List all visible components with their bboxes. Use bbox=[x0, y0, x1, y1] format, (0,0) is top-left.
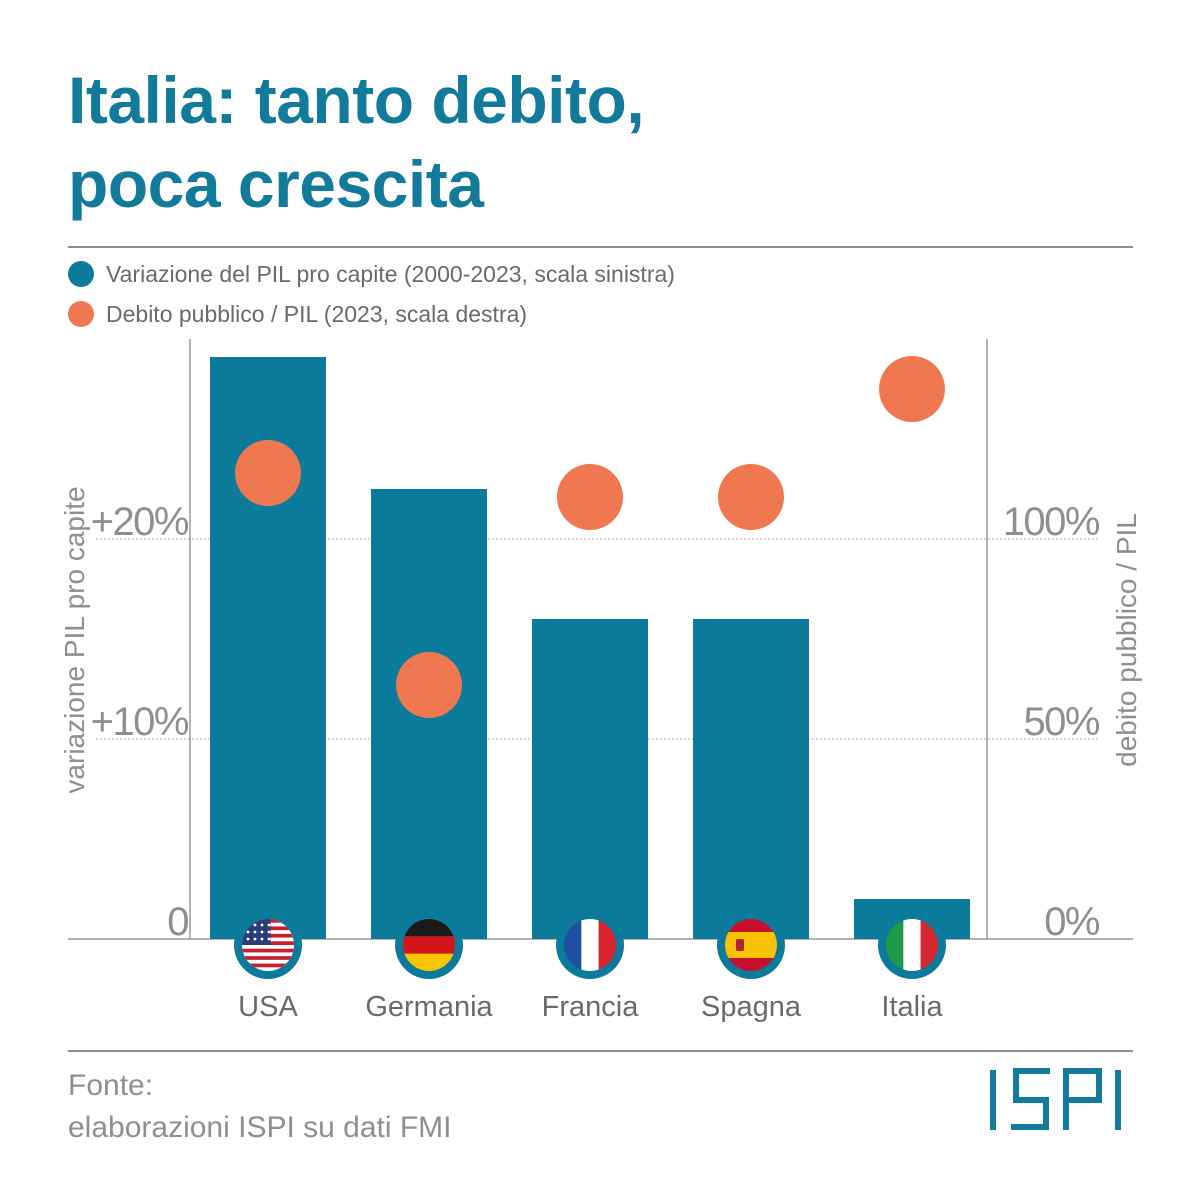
legend-label-debito: Debito pubblico / PIL (2023, scala destr… bbox=[106, 300, 528, 327]
category-label-usa: USA bbox=[238, 991, 298, 1023]
ispi-logo bbox=[990, 1068, 1121, 1130]
y-right-tick-label: 50% bbox=[1023, 700, 1099, 744]
legend-swatch-debito bbox=[68, 301, 94, 327]
chart-title: Italia: tanto debito, poca crescita bbox=[68, 58, 1148, 226]
france-flag-icon bbox=[556, 911, 624, 979]
spain-flag-icon bbox=[717, 911, 785, 979]
source-line-1: Fonte: bbox=[68, 1069, 154, 1102]
dot-germania bbox=[396, 652, 462, 718]
italy-flag-icon bbox=[878, 911, 946, 979]
legend-item-pil: Variazione del PIL pro capite (2000-2023… bbox=[68, 257, 675, 291]
dot-spagna bbox=[718, 464, 784, 530]
bars bbox=[210, 357, 970, 939]
gridlines bbox=[96, 538, 1100, 740]
y-axis-left-label: variazione PIL pro capite bbox=[59, 486, 90, 793]
bar-spagna bbox=[693, 619, 809, 939]
y-left-tick-label: +10% bbox=[91, 700, 189, 744]
y-axis-right-label: debito pubblico / PIL bbox=[1111, 513, 1142, 767]
legend-swatch-pil bbox=[68, 261, 94, 287]
dot-usa bbox=[235, 440, 301, 506]
legend-item-debito: Debito pubblico / PIL (2023, scala destr… bbox=[68, 297, 527, 331]
tick-labels: 0 +10% +20% 0% 50% 100% bbox=[91, 500, 1102, 944]
top-divider bbox=[68, 246, 1133, 248]
source-note: Fonte: elaborazioni ISPI su dati FMI bbox=[68, 1065, 452, 1149]
debt-dots bbox=[235, 356, 945, 718]
y-left-tick-label: 0 bbox=[167, 900, 188, 944]
dot-italia bbox=[879, 356, 945, 422]
dot-francia bbox=[557, 464, 623, 530]
y-right-tick-label: 100% bbox=[1003, 500, 1100, 544]
source-line-2: elaborazioni ISPI su dati FMI bbox=[68, 1111, 452, 1144]
y-left-tick-label: +20% bbox=[91, 500, 189, 544]
category-label-germania: Germania bbox=[365, 991, 493, 1023]
category-label-italia: Italia bbox=[881, 991, 943, 1023]
legend-label-pil: Variazione del PIL pro capite (2000-2023… bbox=[106, 260, 675, 287]
y-right-tick-label: 0% bbox=[1044, 900, 1100, 944]
bar-chart: 0 +10% +20% 0% 50% 100% USA Germania Francia Spa… bbox=[59, 339, 1142, 1023]
us-flag-icon bbox=[234, 911, 302, 979]
germany-flag-icon bbox=[395, 911, 463, 979]
category-labels: USA Germania Francia Spagna Italia bbox=[238, 991, 943, 1023]
category-label-francia: Francia bbox=[542, 991, 640, 1023]
title-line-2: poca crescita bbox=[68, 147, 484, 221]
category-label-spagna: Spagna bbox=[701, 991, 802, 1023]
flags bbox=[234, 911, 946, 979]
bottom-divider bbox=[68, 1050, 1133, 1052]
bar-francia bbox=[532, 619, 648, 939]
title-line-1: Italia: tanto debito, bbox=[68, 63, 645, 137]
